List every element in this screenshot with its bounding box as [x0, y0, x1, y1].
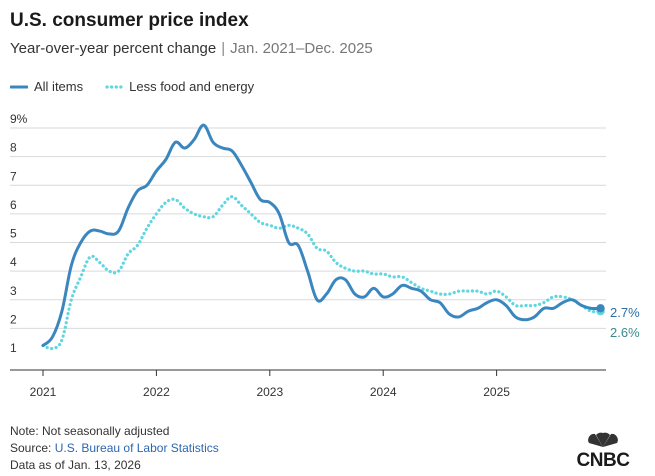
chart-footer: Note: Not seasonally adjusted Source: U.… — [10, 423, 219, 474]
subtitle-main: Year-over-year percent change — [10, 40, 217, 57]
cpi-line-chart: 9% 8 7 6 5 4 3 2 1 2021 2022 2023 2024 2025 2.7% 2.6% — [10, 112, 640, 399]
x-tick-label: 2025 — [483, 385, 510, 399]
legend-label-all-items: All items — [34, 79, 84, 94]
series-line-all-items — [41, 123, 603, 348]
chart-subtitle: Year-over-year percent change | Jan. 2021–… — [10, 40, 373, 57]
legend-item-all-items: All items — [10, 79, 83, 94]
logo-text: CNBC — [577, 450, 631, 470]
subtitle-date-range: Jan. 2021–Dec. 2025 — [230, 40, 373, 57]
source-link[interactable]: U.S. Bureau of Labor Statistics — [54, 441, 219, 455]
y-tick-label: 4 — [10, 255, 17, 269]
cnbc-logo: CNBC — [577, 432, 631, 470]
legend-label-core: Less food and energy — [129, 79, 255, 94]
x-tick-label: 2024 — [370, 385, 397, 399]
end-label-core: 2.6% — [610, 325, 640, 340]
source-line: Source: U.S. Bureau of Labor Statistics — [10, 440, 219, 457]
source-prefix: Source: — [10, 441, 55, 455]
x-tick-label: 2021 — [30, 385, 57, 399]
y-tick-label: 3 — [10, 284, 17, 298]
footnote: Note: Not seasonally adjusted — [10, 424, 170, 438]
chart-legend: All items Less food and energy — [10, 79, 254, 94]
end-point-all-items — [596, 304, 605, 313]
y-tick-label: 9% — [10, 112, 28, 126]
end-label-all-items: 2.7% — [610, 305, 640, 320]
solid-line-swatch-icon — [10, 85, 28, 88]
y-tick-label: 5 — [10, 227, 17, 241]
peacock-icon — [588, 432, 618, 447]
y-tick-label: 2 — [10, 312, 17, 326]
dotted-line-swatch-icon — [105, 84, 124, 89]
chart-title: U.S. consumer price index — [10, 10, 249, 31]
y-tick-label: 1 — [10, 341, 17, 355]
legend-item-core: Less food and energy — [105, 79, 254, 94]
x-tick-label: 2023 — [256, 385, 283, 399]
y-tick-label: 6 — [10, 198, 17, 212]
x-tick-label: 2022 — [143, 385, 170, 399]
subtitle-separator: | — [221, 40, 226, 57]
data-date: Data as of Jan. 13, 2026 — [10, 458, 141, 472]
y-tick-label: 7 — [10, 169, 17, 183]
series-line-core — [41, 195, 603, 351]
y-tick-label: 8 — [10, 141, 17, 155]
